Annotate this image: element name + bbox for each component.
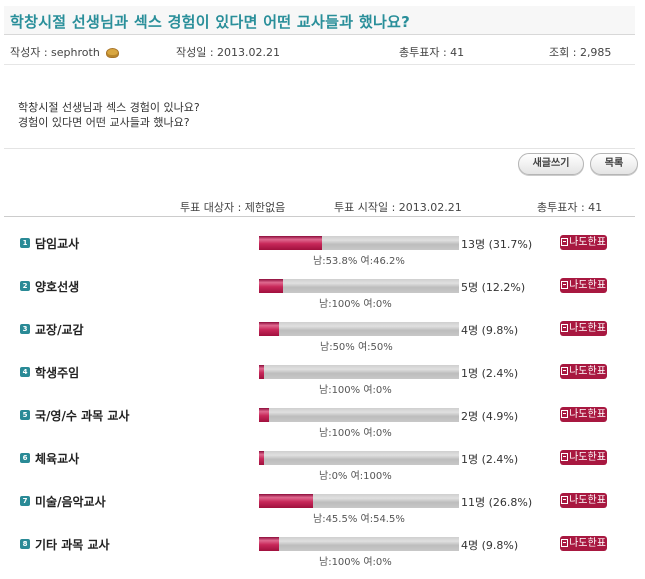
number-badge-icon: 7 (20, 496, 30, 506)
post-body-line: 학창시절 선생님과 섹스 경험이 있나요? (18, 101, 200, 114)
ballot-icon (561, 453, 569, 461)
number-badge-icon: 8 (20, 539, 30, 549)
option-label: 담임교사 (35, 237, 80, 251)
vote-button-label: 나도한표 (569, 280, 606, 291)
vote-option: 6 체육교사 1명 (2.4%) 남:0% 여:100% 나도한표 (0, 450, 645, 493)
author-label[interactable]: 작성자 : sephroth (10, 46, 100, 59)
result-bar (259, 494, 459, 508)
option-label: 국/영/수 과목 교사 (35, 409, 130, 423)
vote-button-label: 나도한표 (569, 237, 606, 248)
vote-button-label: 나도한표 (569, 409, 606, 420)
ballot-icon (561, 367, 569, 375)
ballot-icon (561, 238, 569, 246)
result-bar (259, 451, 459, 465)
ballot-icon (561, 496, 569, 504)
result-bar (259, 408, 459, 422)
result-bar-fill (259, 408, 269, 422)
result-bar (259, 365, 459, 379)
vote-target: 투표 대상자 : 제한없음 (180, 201, 286, 214)
number-badge-icon: 2 (20, 281, 30, 291)
option-label: 미술/음악교사 (35, 495, 106, 509)
total-voters: 총투표자 : 41 (399, 46, 465, 59)
post-body: 학창시절 선생님과 섹스 경험이 있나요? 경험이 있다면 어떤 교사들과 했나… (18, 100, 200, 130)
vote-start-date: 투표 시작일 : 2013.02.21 (334, 201, 462, 214)
post-title: 학창시절 선생님과 섹스 경험이 있다면 어떤 교사들과 했나요? (10, 13, 411, 31)
vote-button[interactable]: 나도한표 (560, 235, 607, 250)
vote-button[interactable]: 나도한표 (560, 321, 607, 336)
vote-button-label: 나도한표 (569, 538, 606, 549)
option-label: 기타 과목 교사 (35, 538, 110, 552)
option-label: 체육교사 (35, 452, 80, 466)
result-bar (259, 322, 459, 336)
result-bar (259, 236, 459, 250)
view-count: 조회 : 2,985 (549, 46, 612, 59)
new-post-button[interactable]: 새글쓰기 (518, 153, 584, 175)
gender-ratio: 남:100% 여:0% (319, 385, 392, 396)
result-bar-fill (259, 451, 264, 465)
result-bar-fill (259, 494, 313, 508)
vote-count: 1명 (2.4%) (461, 367, 519, 380)
ballot-icon (561, 281, 569, 289)
ballot-icon (561, 324, 569, 332)
vote-count: 5명 (12.2%) (461, 281, 526, 294)
post-body-line: 경험이 있다면 어떤 교사들과 했나요? (18, 116, 190, 129)
vote-button-label: 나도한표 (569, 323, 606, 334)
vote-button-label: 나도한표 (569, 452, 606, 463)
number-badge-icon: 3 (20, 324, 30, 334)
post-title-bar: 학창시절 선생님과 섹스 경험이 있다면 어떤 교사들과 했나요? (4, 6, 635, 35)
vote-button[interactable]: 나도한표 (560, 407, 607, 422)
vote-option: 8 기타 과목 교사 4명 (9.8%) 남:100% 여:0% 나도한표 (0, 536, 645, 579)
gender-ratio: 남:50% 여:50% (320, 342, 393, 353)
divider (4, 148, 635, 149)
vote-option: 4 학생주임 1명 (2.4%) 남:100% 여:0% 나도한표 (0, 364, 645, 407)
vote-count: 2명 (4.9%) (461, 410, 519, 423)
post-date: 작성일 : 2013.02.21 (176, 46, 281, 59)
vote-option: 7 미술/음악교사 11명 (26.8%) 남:45.5% 여:54.5% 나도… (0, 493, 645, 536)
ballot-icon (561, 539, 569, 547)
result-bar-fill (259, 365, 264, 379)
vote-option: 1 담임교사 13명 (31.7%) 남:53.8% 여:46.2% 나도한표 (0, 235, 645, 278)
vote-button[interactable]: 나도한표 (560, 450, 607, 465)
ballot-icon (561, 410, 569, 418)
vote-info-bar: 투표 대상자 : 제한없음 투표 시작일 : 2013.02.21 총투표자 :… (4, 196, 635, 217)
number-badge-icon: 4 (20, 367, 30, 377)
author-info: 작성자 : sephroth (10, 44, 119, 60)
vote-option: 3 교장/교감 4명 (9.8%) 남:50% 여:50% 나도한표 (0, 321, 645, 364)
post-meta-row: 작성자 : sephroth 작성일 : 2013.02.21 총투표자 : 4… (4, 36, 635, 65)
vote-button[interactable]: 나도한표 (560, 364, 607, 379)
vote-option: 2 양호선생 5명 (12.2%) 남:100% 여:0% 나도한표 (0, 278, 645, 321)
vote-button[interactable]: 나도한표 (560, 493, 607, 508)
vote-button-label: 나도한표 (569, 366, 606, 377)
vote-option: 5 국/영/수 과목 교사 2명 (4.9%) 남:100% 여:0% 나도한표 (0, 407, 645, 450)
result-bar-fill (259, 279, 284, 293)
level-badge-icon (105, 48, 119, 58)
vote-button[interactable]: 나도한표 (560, 536, 607, 551)
gender-ratio: 남:100% 여:0% (319, 428, 392, 439)
option-label: 양호선생 (35, 280, 80, 294)
gender-ratio: 남:53.8% 여:46.2% (313, 256, 405, 267)
gender-ratio: 남:100% 여:0% (319, 299, 392, 310)
option-label: 교장/교감 (35, 323, 84, 337)
number-badge-icon: 6 (20, 453, 30, 463)
vote-count: 1명 (2.4%) (461, 453, 519, 466)
result-bar (259, 279, 459, 293)
number-badge-icon: 1 (20, 238, 30, 248)
gender-ratio: 남:100% 여:0% (319, 557, 392, 568)
vote-total: 총투표자 : 41 (537, 201, 603, 214)
gender-ratio: 남:0% 여:100% (319, 471, 392, 482)
result-bar-fill (259, 537, 279, 551)
number-badge-icon: 5 (20, 410, 30, 420)
gender-ratio: 남:45.5% 여:54.5% (313, 514, 405, 525)
vote-count: 11명 (26.8%) (461, 496, 533, 509)
list-button[interactable]: 목록 (590, 153, 638, 175)
result-bar (259, 537, 459, 551)
vote-button-label: 나도한표 (569, 495, 606, 506)
vote-count: 4명 (9.8%) (461, 539, 519, 552)
vote-count: 13명 (31.7%) (461, 238, 533, 251)
vote-count: 4명 (9.8%) (461, 324, 519, 337)
result-bar-fill (259, 236, 323, 250)
result-bar-fill (259, 322, 279, 336)
option-label: 학생주임 (35, 366, 80, 380)
vote-button[interactable]: 나도한표 (560, 278, 607, 293)
